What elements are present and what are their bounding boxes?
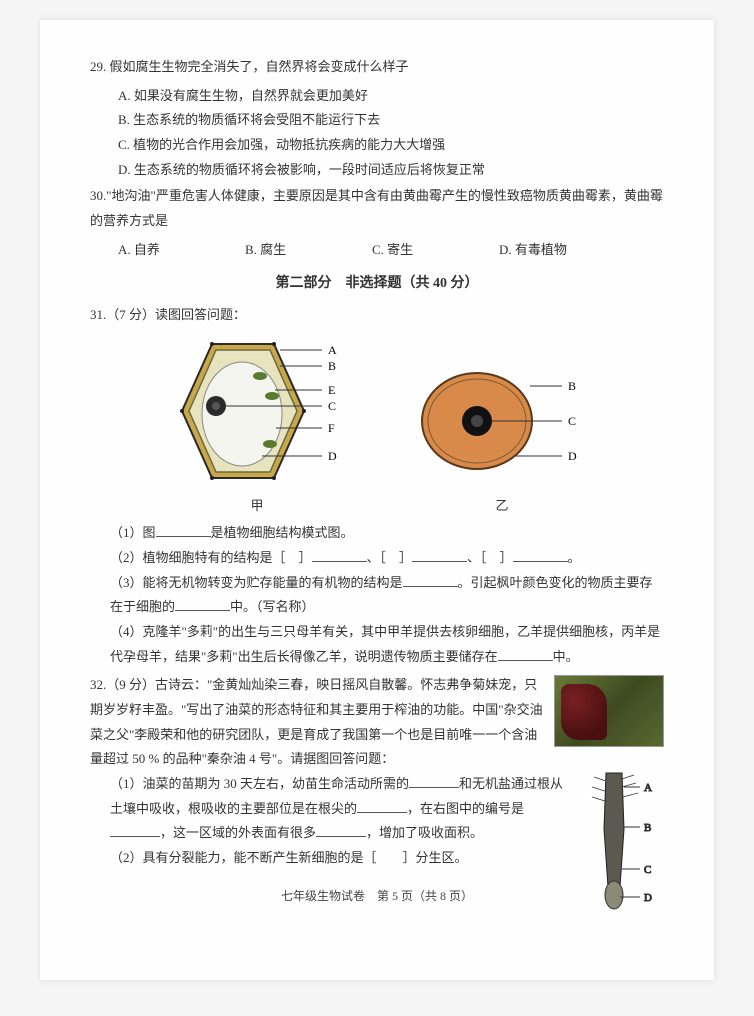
blank	[110, 823, 160, 837]
plant-cell-svg: A B E C F D	[162, 336, 352, 486]
blank	[412, 548, 467, 562]
q31-s2c: 、［ ］	[467, 550, 513, 565]
blank	[498, 647, 553, 661]
q30-options: A. 自养 B. 腐生 C. 寄生 D. 有毒植物	[90, 238, 664, 263]
q31-sub3: （3）能将无机物转变为贮存能量的有机物的结构是。引起枫叶颜色变化的物质主要存在于…	[90, 571, 664, 620]
page-footer: 七年级生物试卷 第 5 页（共 8 页）	[90, 885, 664, 908]
q30-option-d: D. 有毒植物	[499, 238, 664, 263]
q31-s2a: （2）植物细胞特有的结构是［ ］	[110, 550, 312, 565]
blank	[312, 548, 367, 562]
label-A: A	[328, 343, 337, 357]
section-title: 第二部分 非选择题（共 40 分）	[90, 271, 664, 298]
q30-option-a: A. 自养	[118, 238, 245, 263]
label2-D: D	[568, 449, 577, 463]
q32-s1a: （1）油菜的苗期为 30 天左右，幼苗生命活动所需的	[110, 776, 409, 791]
svg-text:D: D	[644, 892, 652, 904]
q30-option-b: B. 腐生	[245, 238, 372, 263]
q31-s4b: 中。	[553, 649, 579, 664]
q32-s1e: ，增加了吸收面积。	[366, 825, 483, 840]
q31-s2d: 。	[568, 550, 581, 565]
fig2-caption: 乙	[412, 494, 592, 519]
q29-stem: 假如腐生生物完全消失了，自然界将会变成什么样子	[110, 59, 409, 74]
root-tip-figure: A B C D	[584, 769, 656, 911]
label2-C: C	[568, 414, 576, 428]
q31-s2b: 、［ ］	[367, 550, 413, 565]
fig1-caption: 甲	[162, 494, 352, 519]
q29-option-d: D. 生态系统的物质循环将会被影响，一段时间适应后将恢复正常	[90, 158, 664, 183]
q29-option-c: C. 植物的光合作用会加强，动物抵抗疾病的能力大大增强	[90, 133, 664, 158]
blank	[156, 523, 211, 537]
q29-option-a: A. 如果没有腐生生物，自然界就会更加美好	[90, 84, 664, 109]
label-E: E	[328, 383, 335, 397]
question-29: 29. 假如腐生生物完全消失了，自然界将会变成什么样子	[90, 55, 664, 80]
label-B: B	[328, 359, 336, 373]
rapeseed-photo	[554, 675, 664, 747]
q32-sub2: （2）具有分裂能力，能不断产生新细胞的是［ ］分生区。	[90, 846, 664, 871]
label-D: D	[328, 449, 337, 463]
q31-s3a: （3）能将无机物转变为贮存能量的有机物的结构是	[110, 575, 403, 590]
exam-page: 29. 假如腐生生物完全消失了，自然界将会变成什么样子 A. 如果没有腐生生物，…	[40, 20, 714, 980]
svg-text:A: A	[644, 782, 652, 794]
q32-s1c: ，在右图中的编号是	[407, 801, 524, 816]
animal-cell-svg: B C D	[412, 356, 592, 486]
q31-s1b: 是植物细胞结构模式图。	[211, 525, 354, 540]
blank	[175, 597, 230, 611]
q31-sub2: （2）植物细胞特有的结构是［ ］ 、［ ］ 、［ ］ 。	[90, 546, 664, 571]
blank	[403, 573, 458, 587]
q30-stem: "地沟油"严重危害人体健康，主要原因是其中含有由黄曲霉产生的慢性致癌物质黄曲霉素…	[90, 188, 663, 228]
label-C: C	[328, 399, 336, 413]
figure-animal-cell: B C D 乙	[412, 356, 592, 519]
q31-s3c: 中。（写名称）	[230, 599, 315, 614]
figure-plant-cell: A B E C F D 甲	[162, 336, 352, 519]
label2-B: B	[568, 379, 576, 393]
q30-option-c: C. 寄生	[372, 238, 499, 263]
question-30: 30."地沟油"严重危害人体健康，主要原因是其中含有由黄曲霉产生的慢性致癌物质黄…	[90, 184, 664, 233]
q31-sub4: （4）克隆羊"多莉"的出生与三只母羊有关，其中甲羊提供去核卵细胞，乙羊提供细胞核…	[90, 620, 664, 669]
q29-option-b: B. 生态系统的物质循环将会受阻不能运行下去	[90, 108, 664, 133]
blank	[316, 823, 366, 837]
q30-number: 30.	[90, 188, 106, 203]
blank	[513, 548, 568, 562]
q29-number: 29.	[90, 59, 106, 74]
label-F: F	[328, 421, 335, 435]
question-32: A B C D 32.（9 分）古诗云："金黄灿灿染三春，映日摇风自散馨。怀志弗…	[90, 673, 664, 871]
q31-sub1: （1）图 是植物细胞结构模式图。	[90, 521, 664, 546]
question-31-head: 31.（7 分）读图回答问题：	[90, 303, 664, 328]
q32-sub1: （1）油菜的苗期为 30 天左右，幼苗生命活动所需的和无机盐通过根从土壤中吸收，…	[90, 772, 664, 846]
svg-text:C: C	[644, 864, 651, 876]
q31-s1a: （1）图	[110, 525, 156, 540]
q32-s1d: ，这一区域的外表面有很多	[160, 825, 316, 840]
svg-text:B: B	[644, 822, 651, 834]
blank	[357, 799, 407, 813]
q31-figures: A B E C F D 甲 B C D 乙	[90, 336, 664, 519]
blank	[409, 774, 459, 788]
